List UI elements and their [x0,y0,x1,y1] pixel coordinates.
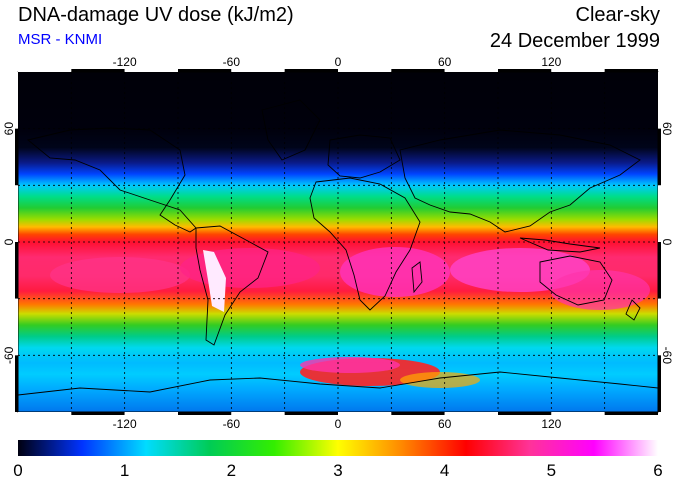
frame-bar-bottom [604,412,658,415]
uv-max-region [550,270,650,310]
coastline-indonesia [519,237,601,253]
frame-bar-top [498,69,552,72]
longitude-tick-label: 120 [541,417,561,431]
coastline-europe [327,134,401,179]
longitude-labels-bottom: -120 -60 0 60 120 [113,417,562,431]
colorbar-tick-label: 3 [333,461,342,480]
longitude-tick-label: 120 [541,55,561,69]
frame-bar-bottom [231,412,285,415]
andes-uv-extreme [203,250,226,312]
coastline-south-america [195,225,269,346]
frame-bar-left [15,72,18,129]
coastline-asia [399,129,641,233]
antarctic-uv-high [300,357,400,373]
uv-max-region [180,248,320,288]
frame-bar-top [71,69,125,72]
frame-bar-top [338,69,392,72]
colorbar [18,440,658,456]
colorbar-tick-label: 1 [120,461,129,480]
longitude-tick-label: 60 [438,417,452,431]
frame-bar-bottom [178,412,232,415]
frame-bar-right [658,355,661,412]
latitude-tick-label: 60 [660,122,674,136]
frame-bar-left [15,128,18,186]
frame-bar-bottom [444,412,498,415]
frame-bar-top [178,69,232,72]
source-label: MSR - KNMI [18,31,103,48]
latitude-tick-label: -60 [2,346,16,364]
coastline-australia [539,255,613,306]
coastline-greenland [261,99,321,161]
frame-bar-right [658,72,661,129]
sky-condition-label: Clear-sky [575,4,660,26]
antarctic-uv-mid [400,372,480,388]
latitude-tick-label: 0 [660,239,674,246]
frame-bar-top [124,69,178,72]
frame-bar-bottom [551,412,605,415]
frame-bar-top [604,69,658,72]
latitude-tick-label: 0 [2,238,16,245]
frame-bar-top [444,69,498,72]
frame-bar-left [15,242,18,299]
longitude-tick-label: -60 [223,55,241,69]
coastline-new-zealand [625,299,641,321]
colorbar-tick-label: 4 [440,461,449,480]
frame-bar-left [15,355,18,412]
longitude-tick-label: 0 [335,55,342,69]
frame-bar-top [551,69,605,72]
uv-max-region [340,247,450,297]
frame-bar-right [658,128,661,186]
colorbar-labels: 0 1 2 3 4 5 6 [13,461,662,480]
frame-bar-top [18,69,72,72]
frame-bar-bottom [498,412,552,415]
latitude-tick-label: 60 [2,122,16,136]
frame-bar-top [391,69,445,72]
latitude-labels-left: 60 0 -60 [2,122,16,364]
frame-bar-bottom [338,412,392,415]
graticule [18,72,658,412]
frame-bar-right [658,242,661,299]
longitude-tick-label: 60 [438,55,452,69]
map-frame-bars [15,69,661,415]
frame-bar-bottom [71,412,125,415]
frame-bar-bottom [18,412,72,415]
colorbar-tick-label: 2 [227,461,236,480]
longitude-tick-label: -120 [113,55,137,69]
uv-max-region [50,257,190,293]
frame-bar-bottom [124,412,178,415]
frame-bar-bottom [391,412,445,415]
longitude-tick-label: 0 [335,417,342,431]
longitude-labels-top: -120 -60 0 60 120 [113,55,562,69]
frame-bar-bottom [284,412,338,415]
frame-bar-right [658,185,661,242]
longitude-tick-label: -120 [113,417,137,431]
frame-bar-top [284,69,338,72]
frame-bar-left [15,185,18,242]
coastline-madagascar [411,261,423,294]
longitude-tick-label: -60 [223,417,241,431]
coastlines [18,99,658,396]
colorbar-tick-label: 5 [547,461,556,480]
latitude-tick-label: -60 [660,347,674,365]
coastline-antarctica [18,371,658,396]
latitude-labels-right: 60 0 -60 [660,122,674,364]
colorbar-tick-label: 6 [653,461,662,480]
frame-bar-right [658,298,661,356]
chart-title: DNA-damage UV dose (kJ/m2) [18,4,294,26]
frame-bar-top [231,69,285,72]
colorbar-tick-label: 0 [13,461,22,480]
frame-bar-left [15,298,18,356]
coastline-north-america [27,127,197,233]
coastline-africa [309,177,421,311]
date-label: 24 December 1999 [489,30,660,52]
